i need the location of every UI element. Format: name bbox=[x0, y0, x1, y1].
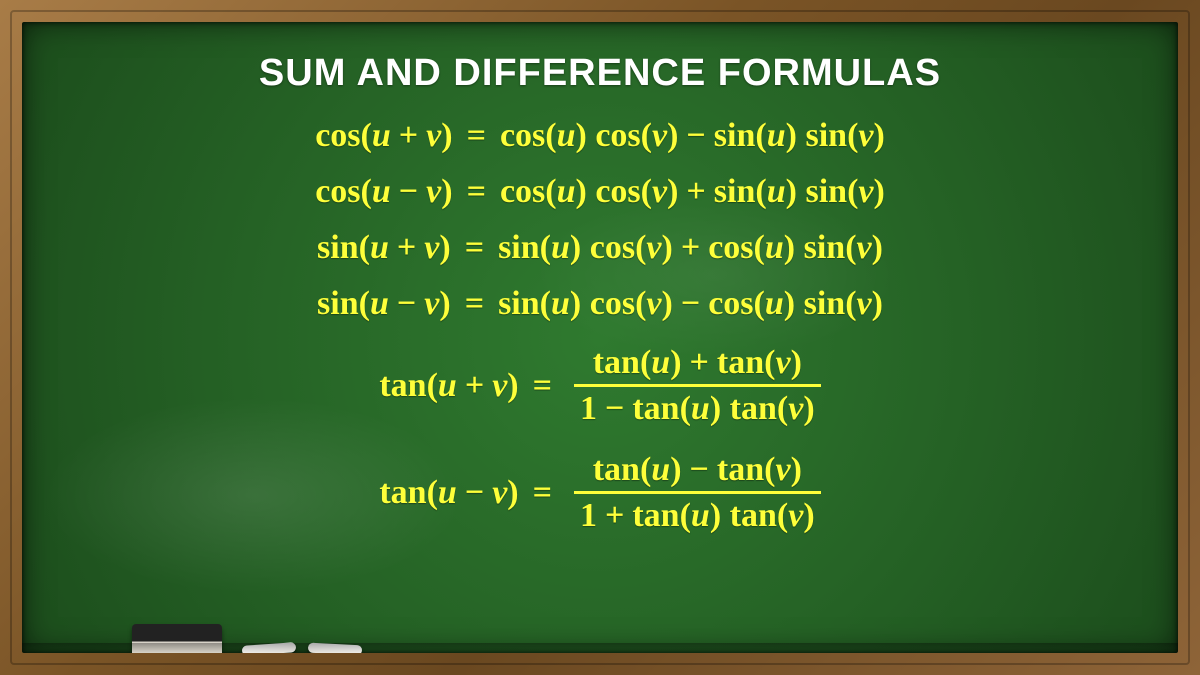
formula-row: sin(u−v)=sin(u) cos(v)−cos(u) sin(v) bbox=[317, 285, 883, 323]
chalkboard-frame: SUM AND DIFFERENCE FORMULAS cos(u+v)=cos… bbox=[0, 0, 1200, 675]
formula-row: sin(u+v)=sin(u) cos(v)+cos(u) sin(v) bbox=[317, 229, 883, 267]
chalkboard-surface: SUM AND DIFFERENCE FORMULAS cos(u+v)=cos… bbox=[22, 22, 1178, 653]
content-area: SUM AND DIFFERENCE FORMULAS cos(u+v)=cos… bbox=[22, 22, 1178, 653]
formula-row: cos(u+v)=cos(u) cos(v)−sin(u) sin(v) bbox=[315, 117, 885, 155]
ledge-shadow bbox=[22, 643, 1178, 653]
board-title: SUM AND DIFFERENCE FORMULAS bbox=[22, 52, 1178, 95]
formula-row: cos(u−v)=cos(u) cos(v)+sin(u) sin(v) bbox=[315, 173, 885, 211]
formula-list: cos(u+v)=cos(u) cos(v)−sin(u) sin(v) cos(… bbox=[22, 117, 1178, 537]
formula-row: tan(u−v)=tan(u)−tan(v)1+tan(u) tan(v) bbox=[379, 448, 820, 537]
formula-row: tan(u+v)=tan(u)+tan(v)1−tan(u) tan(v) bbox=[379, 341, 820, 430]
